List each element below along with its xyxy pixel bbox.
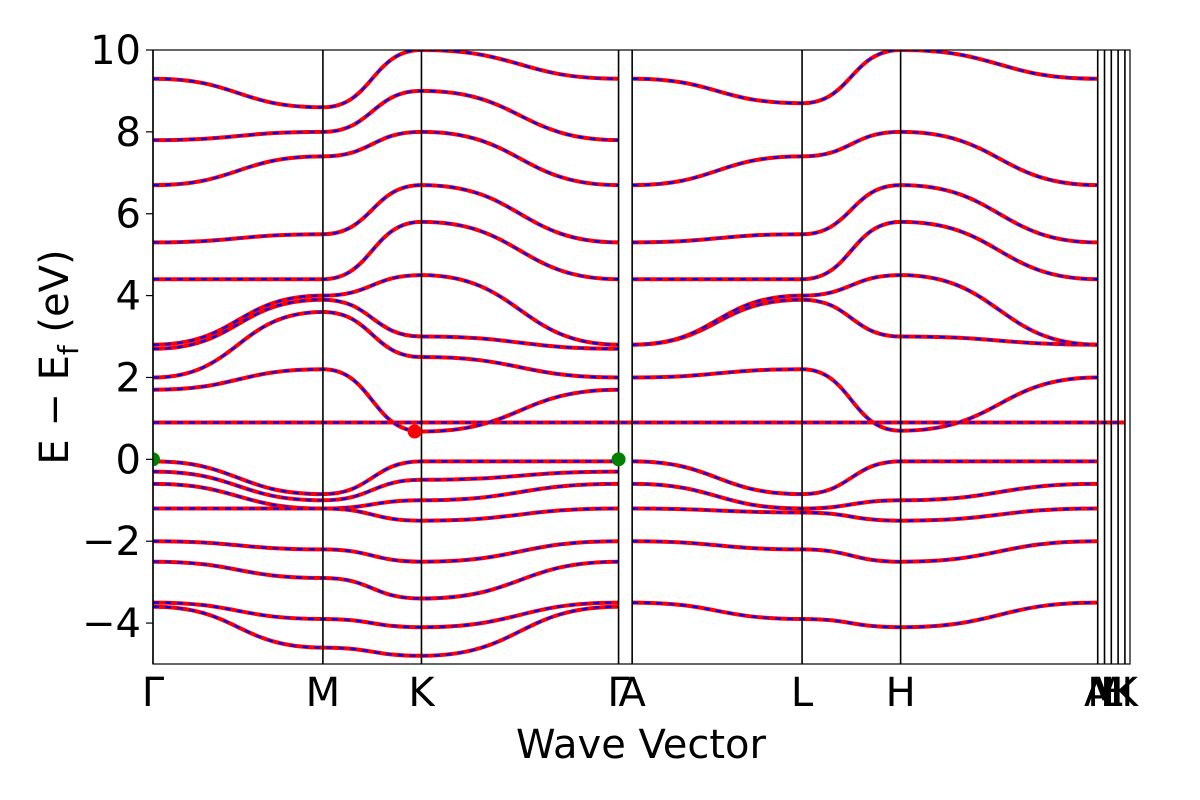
band-line-spin-up xyxy=(632,50,1098,106)
y-tick-label: −2 xyxy=(82,519,141,565)
band-line-spin-down xyxy=(632,368,1098,432)
band-line-spin-down xyxy=(153,605,619,657)
y-tick-label: 2 xyxy=(116,355,141,401)
band-line-spin-down xyxy=(632,50,1098,105)
x-tick-label: Γ xyxy=(607,670,630,716)
x-tick-label: M xyxy=(306,670,341,716)
band-line-spin-up xyxy=(632,129,1098,188)
band-line-spin-down xyxy=(153,482,619,510)
x-tick-label: Γ xyxy=(142,670,165,716)
y-axis-label: E − Ef (eV) xyxy=(32,249,85,464)
x-tick-label: A xyxy=(618,670,646,716)
extrema-markers xyxy=(153,424,626,467)
band-line-spin-down xyxy=(153,130,619,187)
band-line-spin-down xyxy=(153,310,619,379)
y-tick-label: −4 xyxy=(82,601,141,647)
band-line-spin-up xyxy=(632,481,1098,511)
band-line-spin-up xyxy=(153,600,619,630)
y-tick-label: 6 xyxy=(116,192,141,238)
x-tick-label: L xyxy=(1100,670,1123,716)
band-line-spin-down xyxy=(632,482,1098,510)
band-line-spin-up xyxy=(153,604,619,658)
band-line-spin-down xyxy=(153,368,619,433)
cbm-marker xyxy=(407,424,422,439)
band-line-spin-up xyxy=(153,459,619,497)
band-line-spin-up xyxy=(632,297,1098,347)
y-axis-label-main: E − E xyxy=(32,355,78,465)
band-line-spin-down xyxy=(153,220,619,281)
band-line-spin-down xyxy=(632,507,1098,522)
band-line-spin-down xyxy=(153,560,619,600)
plot-frame xyxy=(152,49,1131,665)
band-line-spin-up xyxy=(153,559,619,601)
band-line-spin-down xyxy=(632,273,1098,346)
y-tick-label: 0 xyxy=(116,437,141,483)
band-line-spin-down xyxy=(153,183,619,244)
band-line-spin-up xyxy=(632,273,1098,347)
vbm-marker xyxy=(611,452,626,467)
y-tick-label: 10 xyxy=(90,28,141,74)
y-axis: 10 8 6 4 2 0 −2 −4 xyxy=(82,28,153,647)
y-axis-label-unit: (eV) xyxy=(32,249,78,345)
band-line-spin-up xyxy=(632,600,1098,630)
band-line-spin-up xyxy=(153,88,619,143)
x-tick-label: K xyxy=(1112,670,1140,716)
band-line-spin-down xyxy=(632,183,1098,244)
x-tick-label: H xyxy=(886,670,916,716)
band-line-spin-down xyxy=(153,298,619,350)
band-line-spin-down xyxy=(153,50,619,109)
band-line-spin-down xyxy=(153,540,619,563)
x-tick-label: K xyxy=(408,670,436,716)
y-axis-label-sub: f xyxy=(52,344,85,355)
band-line-spin-down xyxy=(153,507,619,522)
vbm-marker xyxy=(153,452,160,467)
band-line-spin-down xyxy=(153,89,619,142)
x-tick-label: M xyxy=(1087,670,1122,716)
band-line-spin-down xyxy=(632,298,1098,346)
y-tick-label: 4 xyxy=(116,274,141,320)
y-tick-label: 8 xyxy=(116,110,141,156)
x-tick-label: A xyxy=(1084,670,1112,716)
band-line-spin-up xyxy=(632,459,1098,497)
bands-layer xyxy=(153,50,1125,658)
band-line-spin-up xyxy=(153,297,619,351)
band-line-spin-down xyxy=(153,273,619,346)
band-line-spin-down xyxy=(632,540,1098,563)
band-line-spin-up xyxy=(153,469,619,503)
band-line-spin-up xyxy=(153,481,619,511)
band-line-spin-up xyxy=(632,539,1098,564)
band-line-spin-up xyxy=(153,539,619,564)
x-tick-label: H xyxy=(1103,670,1133,716)
band-line-spin-down xyxy=(632,130,1098,187)
x-tick-label: L xyxy=(791,670,814,716)
x-axis-label: Wave Vector xyxy=(516,722,767,768)
kpoint-lines xyxy=(152,50,1126,664)
band-line-spin-down xyxy=(632,220,1098,281)
band-line-spin-up xyxy=(153,129,619,188)
